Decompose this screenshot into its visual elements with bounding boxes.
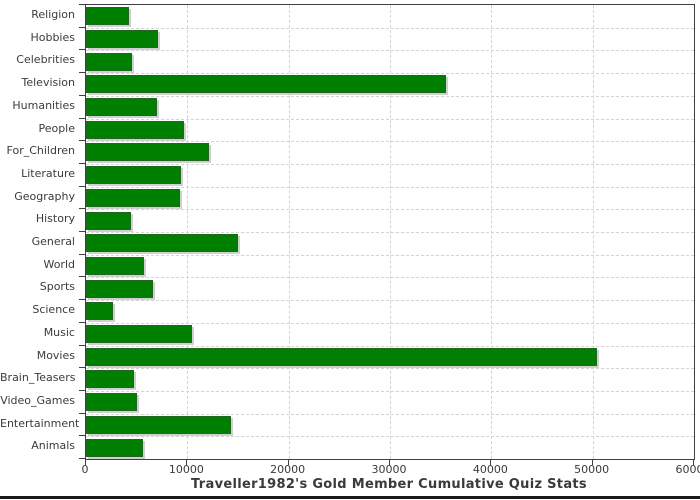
gridline-horizontal [86,345,694,347]
category-label: Entertainment [0,416,80,430]
y-axis-tick [79,27,85,28]
gridline-horizontal [86,322,694,324]
x-axis-tick [85,460,86,465]
y-axis-tick [79,458,85,459]
bottom-border-line [0,496,700,499]
category-label: Brain_Teasers [0,371,76,385]
y-axis-tick [79,413,85,414]
y-axis-tick [79,4,85,5]
y-axis-tick [79,72,85,73]
x-axis-tick [186,460,188,465]
gridline-horizontal [86,186,694,188]
category-label: History [35,212,75,226]
bar [86,7,129,25]
bar [86,75,446,93]
gridline-horizontal [86,163,694,165]
gridline-horizontal [86,95,694,97]
y-axis-tick [79,435,85,436]
bar [86,53,132,71]
bar [86,257,144,275]
category-label: Hobbies [30,30,75,44]
category-label: Video_Games [0,393,75,407]
y-axis-tick [79,322,85,323]
x-axis-tick-label: 20000 [270,463,306,476]
category-label: Sports [39,280,75,294]
gridline-horizontal [86,254,694,256]
y-axis-tick [79,118,85,119]
y-axis-tick [79,345,85,346]
gridline-horizontal [86,209,694,211]
gridline-horizontal [86,368,694,370]
gridline-horizontal [86,73,694,75]
bar [86,212,131,230]
gridline-horizontal [86,232,694,233]
y-axis-tick [79,49,85,50]
category-label: Animals [31,439,75,453]
category-label: Music [43,325,75,339]
category-label: People [38,121,75,135]
gridline-horizontal [86,390,694,392]
bar [86,98,157,116]
bar [86,416,231,434]
x-axis-tick-label: 40000 [472,463,508,476]
x-axis-tick-label: 10000 [168,463,204,476]
category-label: World [43,257,75,271]
gridline-horizontal [86,413,694,415]
y-axis-tick [79,299,85,300]
bar [86,370,134,388]
bar [86,393,137,411]
bar [86,166,182,184]
category-label: Geography [14,189,75,203]
y-axis-tick [79,163,85,164]
chart-title: Traveller1982's Gold Member Cumulative Q… [191,477,587,492]
y-axis-tick [79,140,85,141]
bar [86,280,153,298]
bar [86,30,158,48]
x-axis-tick [389,460,390,465]
x-axis-tick [287,460,289,465]
gridline-horizontal [86,141,694,143]
category-label: For_Children [6,144,75,158]
category-label: Celebrities [16,53,75,67]
bar [86,189,181,207]
category-label: Literature [21,166,75,180]
y-axis-tick [79,367,85,368]
bar [86,234,238,252]
gridline-horizontal [86,50,694,52]
x-axis-tick [490,460,492,465]
y-axis-tick [79,208,85,209]
x-axis-tick-label: 50000 [574,463,610,476]
y-axis-tick [79,186,85,187]
y-axis-tick [79,95,85,96]
x-axis-tick-label: 30000 [371,463,407,476]
bar [86,325,193,343]
y-axis-tick [79,254,85,255]
plot-area [85,4,695,460]
bar [86,302,114,320]
bar [86,348,597,366]
category-label: Science [32,303,75,317]
x-axis-tick-label: 60000 [675,463,700,476]
bar [86,143,209,161]
category-label: General [31,235,75,248]
gridline-horizontal [86,436,694,438]
gridline-horizontal [86,277,694,279]
category-label: Television [21,76,76,90]
category-label: Religion [31,8,75,21]
y-axis-tick [79,276,85,277]
gridline-horizontal [86,118,694,120]
bar [86,121,185,139]
category-label: Humanities [12,98,75,112]
x-axis-tick [693,460,694,465]
bar [86,439,143,457]
gridline-horizontal [86,27,694,29]
category-label: Movies [36,348,75,362]
gridline-horizontal [86,300,694,302]
x-axis-tick [591,460,593,465]
y-axis-tick [79,390,85,391]
x-axis-tick-label: 0 [81,463,89,476]
y-axis-tick [79,231,85,232]
